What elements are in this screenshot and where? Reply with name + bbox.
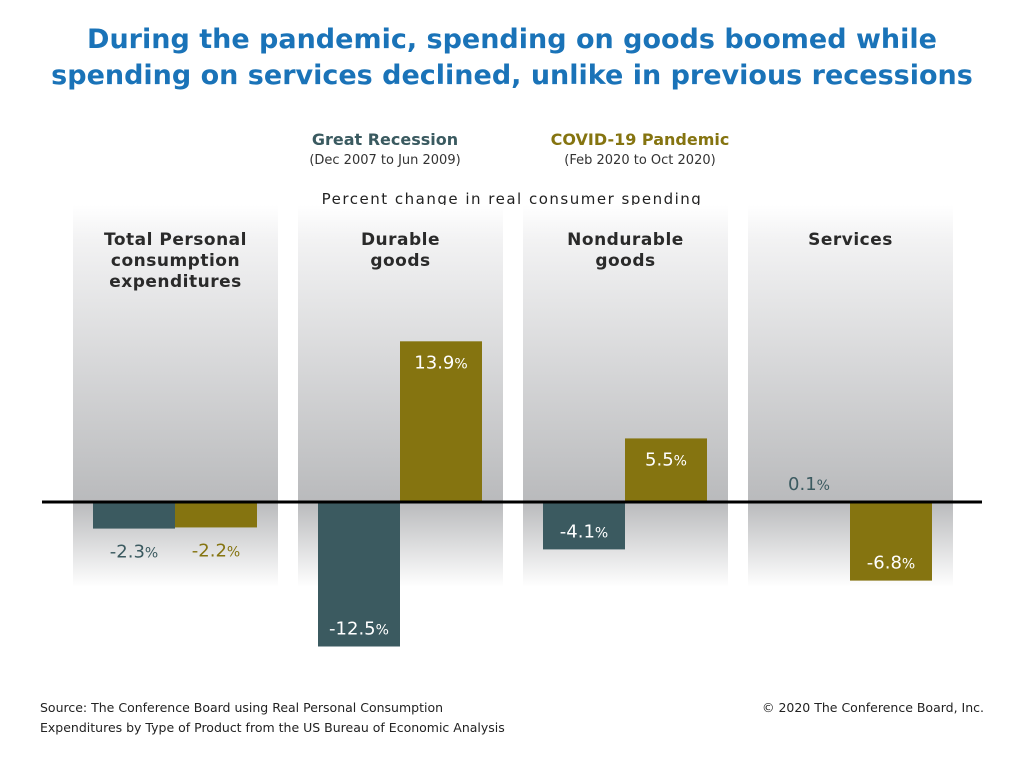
- data-label-unit: %: [376, 623, 389, 639]
- chart-title-line-1: During the pandemic, spending on goods b…: [87, 24, 937, 55]
- source-line-1: Source: The Conference Board using Real …: [40, 700, 444, 715]
- data-label-unit: %: [674, 453, 687, 469]
- category-label: goods: [595, 251, 655, 271]
- data-label: -2.2%: [192, 540, 240, 561]
- bar-great-recession: [543, 502, 625, 550]
- source-note: Source: The Conference Board using Real …: [40, 698, 505, 738]
- data-label: -12.5%: [329, 619, 389, 640]
- bar-covid: [400, 341, 482, 502]
- y-axis-label: Percent change in real consumer spending: [321, 190, 703, 208]
- category-panel-top: [748, 205, 953, 502]
- chart-title-line-2: spending on services declined, unlike in…: [51, 60, 973, 91]
- bar-great-recession: [93, 502, 175, 529]
- category-label: expenditures: [109, 272, 242, 292]
- data-label-unit: %: [145, 546, 158, 562]
- bar-great-recession: [318, 502, 400, 647]
- copyright: © 2020 The Conference Board, Inc.: [761, 700, 984, 715]
- bar-covid: [175, 502, 257, 528]
- data-label: 5.5%: [645, 449, 687, 470]
- legend-great-recession-name: Great Recession: [311, 130, 459, 149]
- category-panel-top: [73, 205, 278, 502]
- data-label: -4.1%: [560, 521, 608, 542]
- data-label: -6.8%: [867, 553, 915, 574]
- data-label-unit: %: [817, 478, 830, 494]
- data-label-unit: %: [227, 544, 240, 560]
- category-label: Services: [808, 230, 893, 250]
- legend-covid: COVID-19 Pandemic (Feb 2020 to Oct 2020): [520, 130, 760, 170]
- data-label-unit: %: [902, 557, 915, 573]
- legend-covid-name: COVID-19 Pandemic: [550, 130, 730, 149]
- data-label: -2.3%: [110, 542, 158, 563]
- bar-covid: [625, 438, 707, 502]
- legend-great-recession: Great Recession (Dec 2007 to Jun 2009): [265, 130, 505, 170]
- source-line-2: Expenditures by Type of Product from the…: [40, 720, 505, 735]
- category-label: Nondurable: [567, 230, 684, 250]
- data-label-unit: %: [595, 525, 608, 541]
- category-label: Total Personal: [104, 230, 247, 250]
- bar-covid: [850, 502, 932, 581]
- legend-great-recession-period: (Dec 2007 to Jun 2009): [309, 153, 461, 168]
- data-label-unit: %: [454, 356, 467, 372]
- category-label: Durable: [361, 230, 440, 250]
- data-label: 13.9%: [414, 352, 467, 373]
- legend-covid-period: (Feb 2020 to Oct 2020): [564, 153, 716, 168]
- data-label: 0.1%: [788, 474, 830, 495]
- category-label: goods: [370, 251, 430, 271]
- category-label: consumption: [111, 251, 240, 271]
- chart-title: During the pandemic, spending on goods b…: [0, 22, 1024, 94]
